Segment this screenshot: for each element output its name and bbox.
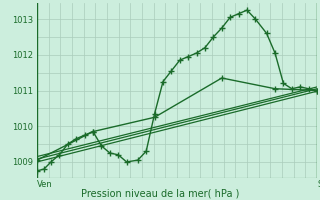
Text: Pression niveau de la mer( hPa ): Pression niveau de la mer( hPa ) [81,188,239,198]
Text: Sam: Sam [317,180,320,189]
Text: Ven: Ven [37,180,53,189]
